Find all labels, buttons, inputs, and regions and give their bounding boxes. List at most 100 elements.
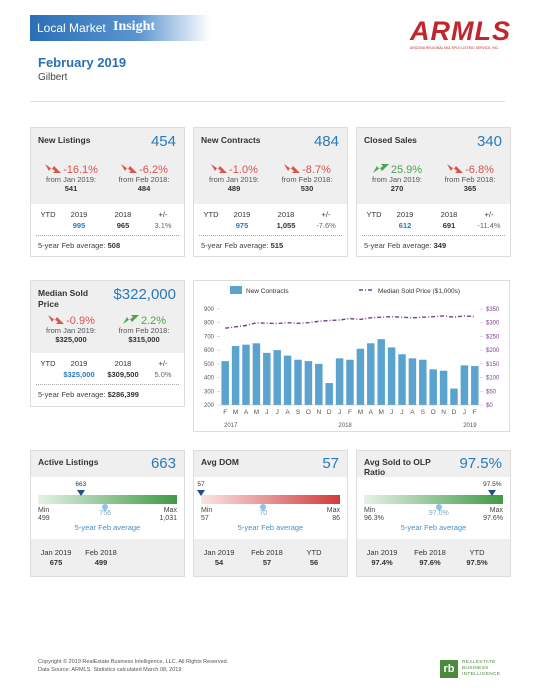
bar xyxy=(377,339,385,405)
change-base: $315,000 xyxy=(128,335,160,344)
gauge-footer-bg xyxy=(194,539,347,576)
gauge-marker-label: 57 xyxy=(197,481,205,488)
x-tick-label: S xyxy=(296,409,301,416)
logo: ARMLS xyxy=(410,16,511,46)
x-tick-label: J xyxy=(463,409,466,416)
ytd-value: 965 xyxy=(116,221,130,230)
avg-label: 5-year Feb average: xyxy=(38,241,106,250)
ytd-value: 995 xyxy=(72,221,86,230)
arrow-shape xyxy=(122,315,139,324)
stat-value: 97.4% xyxy=(371,558,393,567)
stat-label: Feb 2018 xyxy=(251,548,283,557)
change-label: from Jan 2019: xyxy=(208,175,260,184)
y-tick-label: 300 xyxy=(204,389,215,395)
stat-value: 675 xyxy=(49,558,63,567)
bar xyxy=(398,354,406,405)
gauge-max-label: Max xyxy=(326,507,340,514)
card-value: 454 xyxy=(150,133,176,150)
stat-label: YTD xyxy=(469,548,485,557)
bar xyxy=(315,363,323,405)
gauge-header-bg xyxy=(31,451,184,477)
card-title: New Contracts xyxy=(201,135,261,145)
legend-label: New Contracts xyxy=(246,288,289,295)
avg-value: 515 xyxy=(270,241,284,250)
footer-logo-text: INTELLIGENCE xyxy=(462,672,501,677)
y2-tick-label: $200 xyxy=(486,348,500,354)
ytd-header: 2018 xyxy=(277,210,295,219)
gauge-bar xyxy=(364,495,503,504)
gauge-marker xyxy=(488,490,497,496)
change-label: from Feb 2018: xyxy=(118,175,170,184)
gauge-min-value: 499 xyxy=(38,515,50,522)
ytd-value: 612 xyxy=(398,221,412,230)
gauge-min-label: Min xyxy=(364,507,376,514)
bar xyxy=(346,359,354,405)
ytd-header: 2018 xyxy=(114,359,132,368)
y-tick-label: 200 xyxy=(204,403,215,409)
banner-prefix: Local Market xyxy=(37,21,106,35)
change-arrow xyxy=(45,164,62,173)
dotted-rule xyxy=(36,384,179,385)
y-tick-label: 800 xyxy=(204,321,215,327)
avg-value: 508 xyxy=(107,241,121,250)
gauge-max-value: 1,031 xyxy=(159,515,177,522)
bar xyxy=(283,355,292,405)
avg-line: 5-year Feb average: 515 xyxy=(201,241,283,250)
x-tick-label: M xyxy=(358,409,363,416)
arrow-shape xyxy=(284,164,301,173)
gauge-bar xyxy=(201,495,340,504)
arrow-shape xyxy=(372,164,389,173)
ytd-value: 691 xyxy=(442,221,456,230)
x-tick-label: D xyxy=(327,409,332,416)
ytd-header: YTD xyxy=(366,210,382,219)
gauge-max-label: Max xyxy=(163,507,177,514)
change: -8.7% xyxy=(269,160,345,178)
gauge-title: Avg DOM xyxy=(201,457,239,467)
change-label: from Feb 2018: xyxy=(118,326,170,335)
bar xyxy=(325,383,333,405)
gauge-min-value: 96.3% xyxy=(364,515,384,522)
avg-value: $286,399 xyxy=(107,390,139,399)
ytd-value: 3.1% xyxy=(154,221,172,230)
report-area: Gilbert xyxy=(38,72,68,83)
x-tick-label: M xyxy=(378,409,383,416)
gauge-avg-label: 97.0% xyxy=(428,510,449,517)
arrow-shape xyxy=(45,164,62,173)
change-pct: -0.9% xyxy=(66,315,95,327)
card-value: 340 xyxy=(476,133,502,150)
change-label: from Jan 2019: xyxy=(45,175,97,184)
gauge-avg-label: 756 xyxy=(99,510,111,517)
ytd-header: +/- xyxy=(484,210,494,219)
avg-line: 5-year Feb average: $286,399 xyxy=(38,390,139,399)
change-pct: 25.9% xyxy=(390,164,423,176)
change-arrow xyxy=(372,164,389,173)
stat-card: New Contracts 484 -1.0% from Jan 2019: 489 -8… xyxy=(193,127,348,257)
x-tick-label: J xyxy=(276,409,279,416)
change-arrow xyxy=(48,315,65,324)
card-title: New Listings xyxy=(38,135,91,145)
y2-tick-label: $100 xyxy=(486,376,500,382)
bar xyxy=(221,361,229,405)
card-title: Closed Sales xyxy=(364,135,417,145)
report-month: February 2019 xyxy=(38,55,127,70)
bar xyxy=(419,359,427,405)
gauge-card: Active Listings 663 663 756 Min 499 Max 1,031 5-… xyxy=(30,450,185,577)
avg-label: 5-year Feb average: xyxy=(38,390,106,399)
y-tick-label: 600 xyxy=(204,348,215,354)
change-arrow xyxy=(284,164,301,173)
gauge-card: Avg Sold to OLP Ratio 97.5% 97.5% 97.0% Min 9… xyxy=(356,450,511,577)
stat-value: 499 xyxy=(94,558,108,567)
x-tick-label: A xyxy=(410,409,415,416)
gauge-title: Active Listings xyxy=(38,457,99,467)
gauge-max-value: 97.6% xyxy=(483,515,503,522)
stat-label: Jan 2019 xyxy=(203,548,235,557)
change-label: from Jan 2019: xyxy=(45,326,97,335)
arrow-shape xyxy=(211,164,228,173)
stat-card: Median Sold Price $322,000 -0.9% from Jan 2… xyxy=(30,280,185,407)
change: -0.9% xyxy=(33,311,109,329)
data-source: Data Source: ARMLS. Statistics calculate… xyxy=(38,667,183,673)
y2-tick-label: $350 xyxy=(486,307,500,313)
ytd-value: $325,000 xyxy=(63,370,95,379)
gauge-avg-caption: 5-year Feb average xyxy=(74,523,141,532)
arrow-shape xyxy=(447,164,464,173)
